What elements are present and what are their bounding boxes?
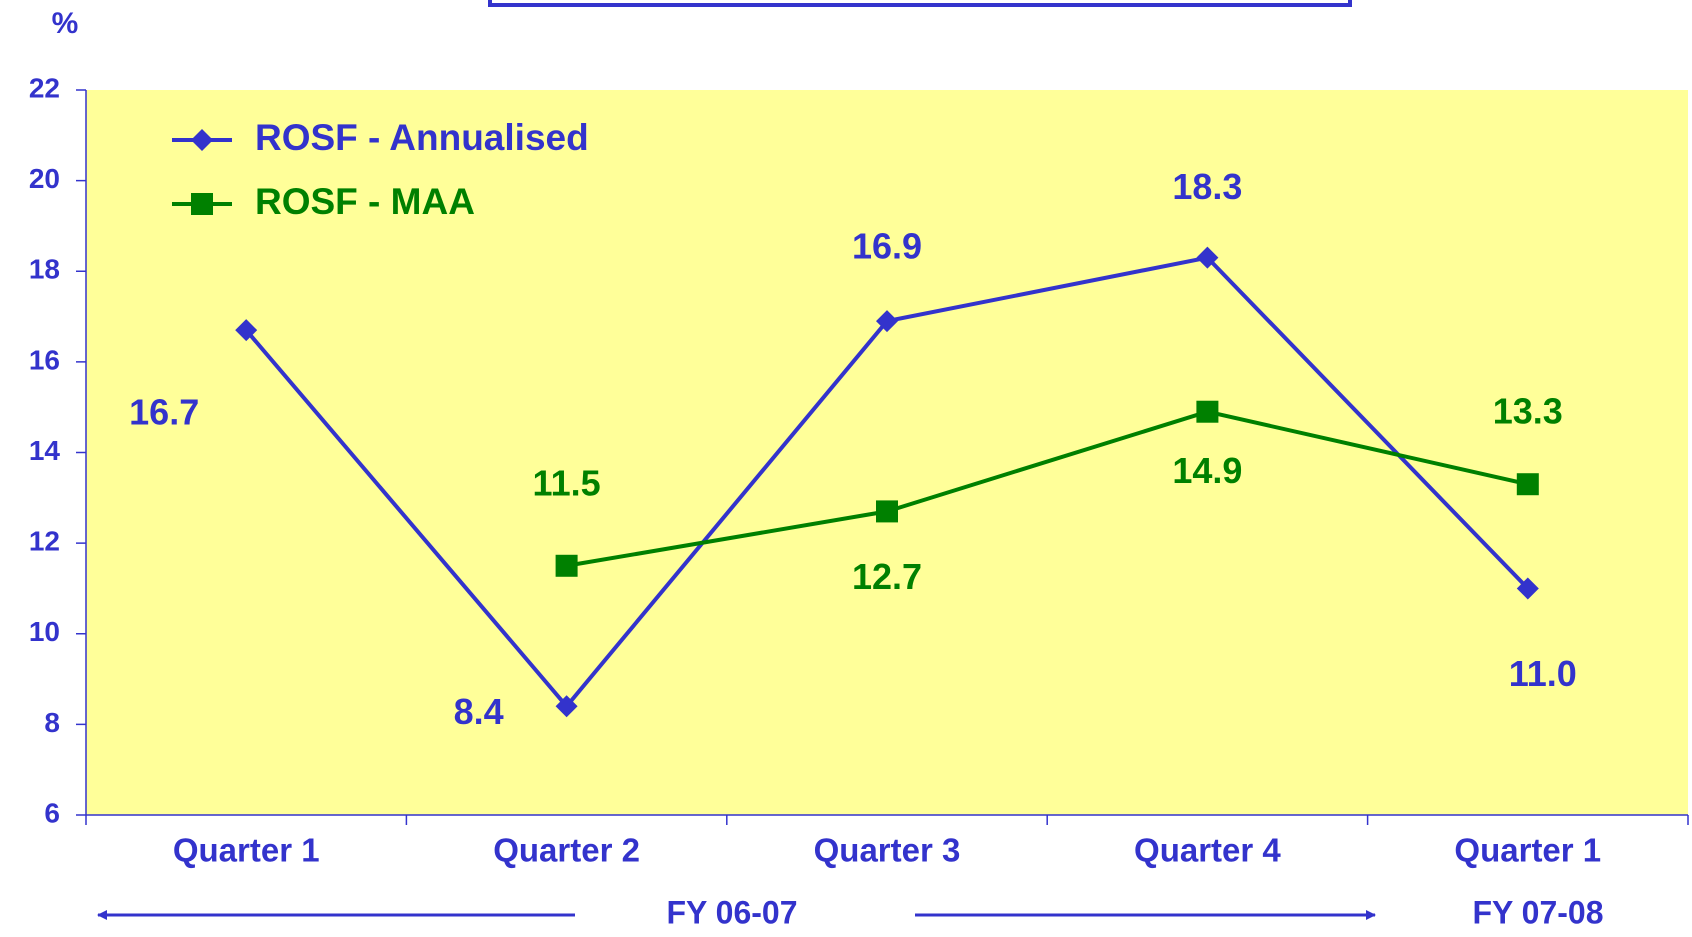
legend-label: ROSF - Annualised bbox=[255, 117, 589, 158]
y-tick-label: 12 bbox=[29, 526, 60, 557]
point bbox=[235, 319, 258, 342]
point bbox=[876, 310, 898, 333]
x-tick-label: Quarter 2 bbox=[493, 832, 640, 869]
x-tick-label: Quarter 3 bbox=[814, 832, 961, 869]
y-tick-label: 20 bbox=[29, 163, 60, 194]
title-frame bbox=[488, 0, 1352, 7]
data-label: 16.7 bbox=[129, 392, 199, 433]
data-label: 11.5 bbox=[533, 462, 601, 503]
y-tick-label: 16 bbox=[29, 344, 60, 375]
legend-label: ROSF - MAA bbox=[255, 181, 475, 222]
point bbox=[1196, 246, 1219, 269]
annotation: FY 06-07 bbox=[666, 894, 797, 930]
y-tick-label: 8 bbox=[44, 707, 60, 738]
annotation: FY 07-08 bbox=[1472, 894, 1603, 930]
point bbox=[555, 554, 578, 577]
data-label: 14.9 bbox=[1172, 450, 1242, 491]
x-tick-label: Quarter 1 bbox=[1454, 832, 1601, 869]
y-axis-label: % bbox=[52, 7, 79, 40]
point bbox=[1516, 577, 1539, 600]
data-label: 8.4 bbox=[454, 691, 504, 732]
data-label: 16.9 bbox=[852, 226, 922, 267]
point bbox=[1196, 400, 1219, 423]
point bbox=[191, 193, 213, 215]
data-label: 12.7 bbox=[852, 556, 922, 597]
x-tick-label: Quarter 1 bbox=[173, 832, 320, 869]
series-line bbox=[566, 409, 1529, 568]
x-tick-label: Quarter 4 bbox=[1134, 832, 1281, 869]
y-tick-label: 14 bbox=[29, 435, 61, 466]
point bbox=[191, 129, 213, 151]
y-tick-label: 6 bbox=[44, 797, 60, 828]
point bbox=[1516, 473, 1539, 496]
data-label: 13.3 bbox=[1493, 391, 1563, 432]
data-label: 18.3 bbox=[1172, 166, 1242, 207]
y-tick-label: 10 bbox=[29, 616, 60, 647]
point bbox=[876, 500, 898, 523]
y-tick-label: 18 bbox=[29, 254, 60, 285]
y-tick-label: 22 bbox=[29, 72, 60, 103]
point bbox=[555, 695, 578, 718]
data-label: 11.0 bbox=[1509, 653, 1577, 694]
